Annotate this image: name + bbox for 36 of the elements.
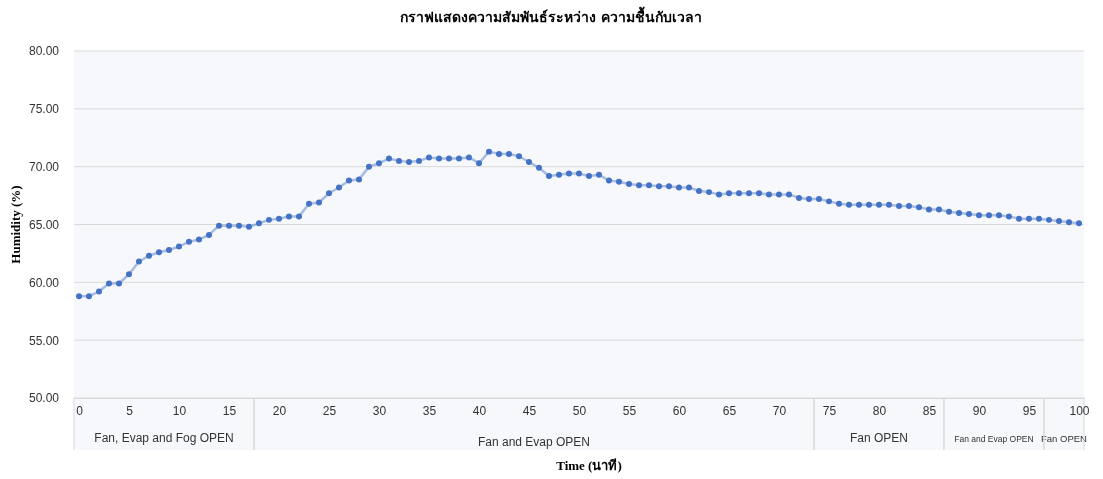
x-tick-label: 80 [872,403,887,418]
x-tick-label: 30 [372,403,387,418]
chart-title: กราฟแสดงความสัมพันธ์ระหว่าง ความชื้นกับเวลา [400,6,702,25]
band-label: Fan and Evap OPEN [954,434,1034,444]
x-tick-label: 15 [222,403,237,418]
band-label: Fan and Evap OPEN [477,435,591,449]
x-tick-label: 60 [672,403,687,418]
x-tick-label: 90 [972,403,987,418]
x-tick-label: 40 [472,403,487,418]
y-tick-label: 80.00 [28,44,60,59]
x-tick-label: 55 [622,403,637,418]
x-tick-label: 95 [1022,403,1037,418]
x-tick-label: 100 [1069,403,1090,418]
x-tick-label: 70 [772,403,787,418]
x-tick-label: 5 [126,403,134,418]
x-tick-label: 45 [522,403,537,418]
y-tick-label: 65.00 [28,217,60,232]
x-tick-label: 35 [422,403,437,418]
y-tick-label: 75.00 [28,102,60,117]
x-tick-label: 65 [722,403,737,418]
y-tick-label: 70.00 [28,160,60,175]
y-tick-label: 50.00 [28,391,60,406]
x-tick-label: 20 [272,403,287,418]
band-label: Fan, Evap and Fog OPEN [94,431,234,445]
x-tick-label: 0 [76,403,84,418]
x-tick-label: 85 [922,403,937,418]
x-tick-label: 75 [822,403,837,418]
band-label: Fan OPEN [849,431,909,445]
band-label: Fan OPEN [1041,433,1088,444]
y-tick-label: 60.00 [28,275,60,290]
y-tick-label: 55.00 [28,333,60,348]
x-tick-label: 50 [572,403,587,418]
x-tick-label: 25 [322,403,337,418]
x-tick-label: 10 [172,403,187,418]
y-axis-title: Humidity (%) [8,185,23,264]
x-axis-title: Time (นาที) [556,458,622,473]
